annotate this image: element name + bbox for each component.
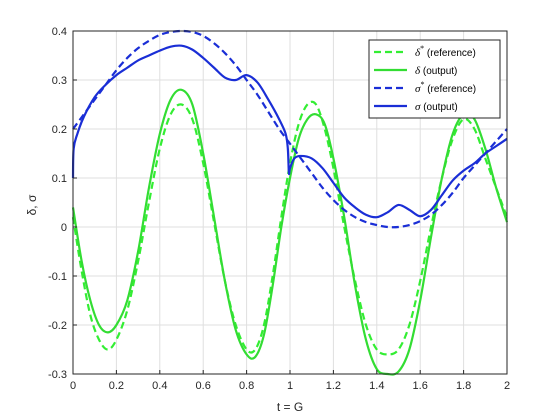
legend-label: δ* (reference)	[415, 44, 476, 59]
x-tick-label: 1.4	[369, 380, 384, 392]
x-axis-label: t = G	[277, 400, 303, 414]
series-line-3	[71, 44, 508, 219]
legend-symbol: σ	[415, 101, 421, 113]
legend-desc: (output)	[420, 66, 457, 77]
legend-label: σ (output)	[415, 101, 458, 113]
axis-ticks: 0 0.2 0.4 0.6 0.8 1 1.2 1.4 1.6 1.8 2 -0.3 -0.2 -0.1 0…	[48, 26, 510, 392]
x-tick-label: 1.8	[456, 380, 471, 392]
legend: δ* (reference)δ (output)σ* (reference)σ …	[368, 39, 501, 119]
legend-desc: (reference)	[424, 84, 476, 95]
x-tick-label: 0.4	[152, 380, 167, 392]
legend-label: δ (output)	[415, 65, 457, 77]
legend-desc: (reference)	[424, 48, 476, 59]
y-axis-label: δ, σ	[25, 194, 39, 215]
legend-symbol: δ	[415, 47, 421, 59]
x-tick-label: 1.6	[413, 380, 428, 392]
y-tick-label: 0.3	[52, 75, 67, 87]
x-tick-label: 1	[287, 380, 293, 392]
legend-desc: (output)	[420, 102, 457, 113]
x-tick-label: 0.8	[239, 380, 254, 392]
y-tick-label: 0.1	[52, 173, 67, 185]
y-tick-label: -0.3	[48, 369, 67, 381]
series-layer	[71, 29, 509, 376]
x-tick-label: 0.2	[109, 380, 124, 392]
legend-superscript: *	[420, 44, 424, 53]
series-line-2	[72, 29, 508, 229]
legend-symbol: δ	[415, 65, 421, 77]
legend-superscript: *	[420, 80, 424, 89]
x-tick-label: 2	[504, 380, 510, 392]
y-tick-label: -0.2	[48, 320, 67, 332]
x-tick-label: 0	[70, 380, 76, 392]
legend-symbol: σ	[415, 83, 421, 95]
legend-label: σ* (reference)	[415, 80, 476, 95]
y-tick-label: 0.2	[52, 124, 67, 136]
series-line-1	[71, 88, 509, 376]
y-tick-label: 0	[61, 222, 67, 234]
y-tick-label: 0.4	[52, 26, 67, 38]
x-tick-label: 1.2	[326, 380, 341, 392]
series-line-0	[71, 100, 509, 356]
x-tick-label: 0.6	[196, 380, 211, 392]
y-tick-label: -0.1	[48, 271, 67, 283]
